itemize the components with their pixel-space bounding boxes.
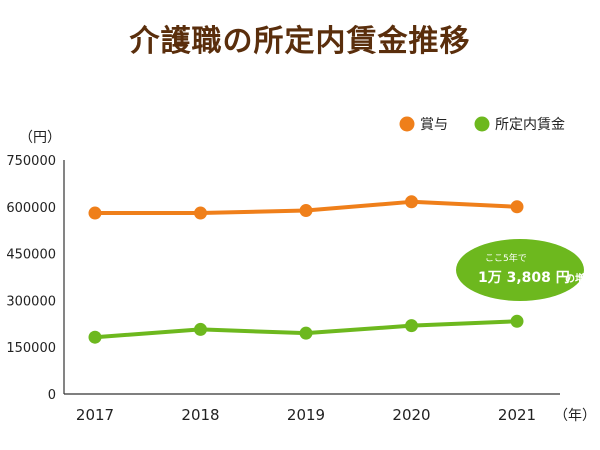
- x-tick-label: 2018: [181, 406, 219, 424]
- data-point: [405, 195, 418, 209]
- legend-label: 所定内賃金: [495, 117, 565, 133]
- y-tick-labels: 0 150000 300000 450000 600000 750000: [6, 154, 56, 403]
- y-tick-label: 750000: [6, 154, 56, 169]
- data-point: [194, 206, 207, 220]
- x-tick-label: 2019: [287, 406, 325, 424]
- legend-marker: [399, 116, 415, 132]
- legend-marker: [474, 116, 490, 132]
- data-point: [405, 319, 418, 333]
- x-tick-labels: 2017 2018 2019 2020 2021 （年）: [76, 406, 596, 424]
- x-tick-label: 2017: [76, 406, 114, 424]
- data-point: [510, 314, 524, 328]
- callout-amount: 1万 3,808 円: [478, 270, 570, 286]
- data-point: [510, 200, 524, 214]
- y-axis-unit-label: （円）: [19, 130, 61, 146]
- chart-title: 介護職の所定内賃金推移: [129, 24, 471, 59]
- legend-label: 賞与: [420, 117, 448, 133]
- y-tick-label: 150000: [6, 341, 56, 356]
- data-point: [88, 330, 102, 344]
- data-point: [194, 322, 207, 336]
- y-tick-label: 600000: [6, 201, 56, 216]
- callout-suffix: の増加: [565, 272, 595, 285]
- series-group: [88, 195, 524, 344]
- x-tick-label: 2021: [498, 406, 536, 424]
- x-tick-label: 2020: [392, 406, 430, 424]
- y-tick-label: 450000: [6, 248, 56, 263]
- axes: （円）: [19, 130, 560, 395]
- data-point: [88, 206, 102, 220]
- y-tick-label: 300000: [6, 294, 56, 309]
- x-axis-unit-label: （年）: [554, 408, 596, 424]
- data-point: [299, 204, 313, 218]
- callout-bubble: [456, 239, 584, 301]
- data-point: [299, 326, 313, 340]
- legend: 賞与 所定内賃金: [399, 116, 565, 133]
- callout-line1: ここ5年で: [485, 252, 527, 264]
- y-tick-label: 0: [48, 388, 56, 403]
